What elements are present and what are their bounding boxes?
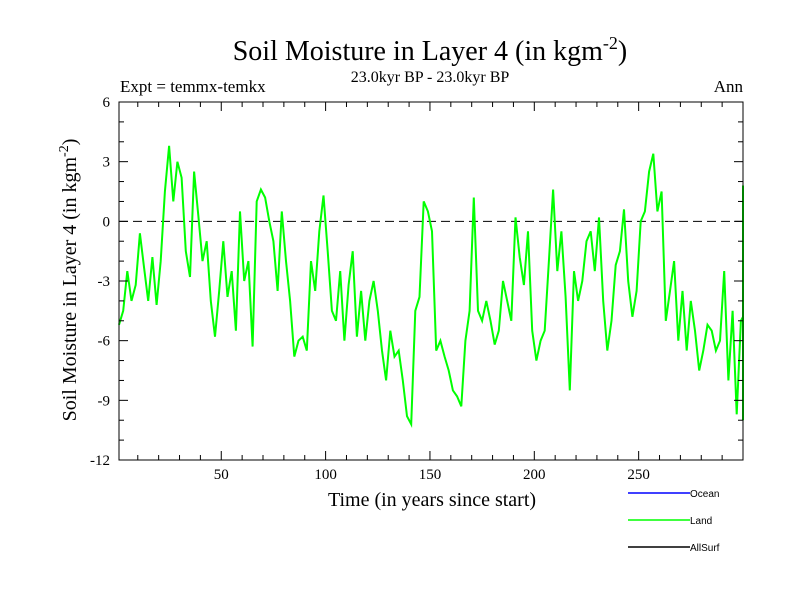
y-tick-label: -3 [98, 274, 111, 290]
season-label: Ann [714, 77, 744, 96]
chart-title: Soil Moisture in Layer 4 (in kgm-2) [233, 33, 628, 67]
plot-area [118, 101, 744, 461]
y-axis: 6 3 0 -3 -6 -9 -12 [90, 95, 743, 469]
chart-subtitle: 23.0kyr BP - 23.0kyr BP [351, 69, 510, 86]
x-axis-label: Time (in years since start) [328, 489, 536, 511]
legend: Ocean Land AllSurf [628, 489, 720, 554]
series-land-line [118, 145, 744, 428]
experiment-label: Expt = temmx-temkx [120, 77, 266, 96]
y-tick-label: 3 [103, 155, 111, 171]
legend-label-land: Land [690, 516, 712, 527]
y-tick-label: -9 [98, 393, 111, 409]
y-tick-label: -6 [98, 334, 111, 350]
x-tick-label: 150 [419, 467, 442, 483]
x-tick-label: 250 [627, 467, 650, 483]
y-axis-label: Soil Moisture in Layer 4 (in kgm-2) [57, 139, 81, 422]
x-axis: 50 100 150 200 250 [137, 102, 723, 483]
y-tick-label: 0 [103, 214, 111, 230]
legend-label-ocean: Ocean [690, 489, 719, 500]
x-tick-label: 100 [314, 467, 337, 483]
y-tick-label: -12 [90, 453, 110, 469]
x-tick-label: 50 [214, 467, 229, 483]
x-tick-label: 200 [523, 467, 546, 483]
plot-frame [118, 101, 744, 461]
y-tick-label: 6 [103, 95, 111, 111]
legend-label-allsurf: AllSurf [690, 543, 720, 554]
